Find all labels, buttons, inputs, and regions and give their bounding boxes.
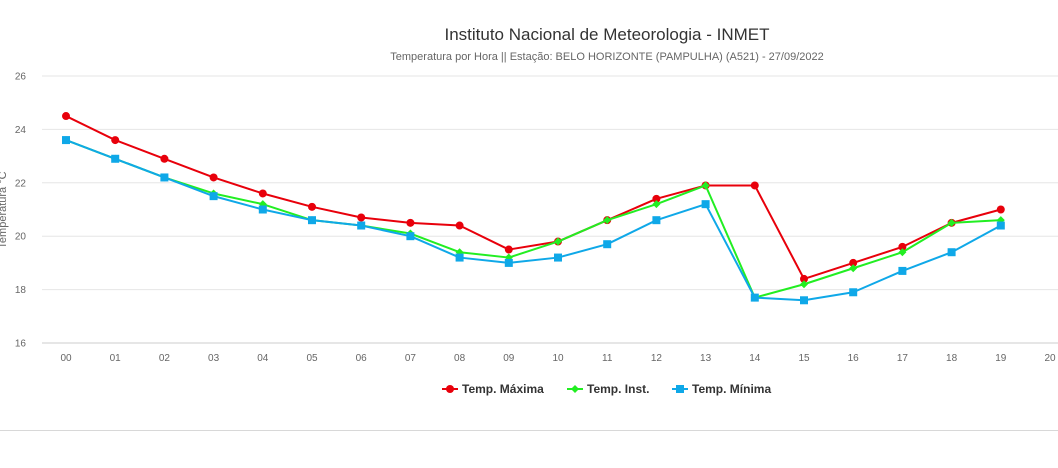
data-point[interactable]	[455, 221, 464, 230]
data-point[interactable]	[160, 173, 169, 182]
data-point[interactable]	[947, 248, 956, 257]
data-point[interactable]	[160, 154, 169, 163]
series-temp-m-nima	[62, 136, 1005, 305]
series-temp-m-xima	[62, 112, 1005, 283]
data-point[interactable]	[209, 173, 218, 182]
data-point[interactable]	[209, 192, 218, 201]
data-point[interactable]	[996, 221, 1005, 230]
legend-item[interactable]: Temp. Mínima	[672, 382, 771, 396]
data-point[interactable]	[849, 264, 858, 273]
data-point[interactable]	[652, 200, 661, 209]
y-axis-title: Temperatura °C	[0, 171, 9, 248]
data-point[interactable]	[898, 266, 907, 275]
data-point[interactable]	[800, 280, 808, 289]
data-point[interactable]	[849, 258, 858, 267]
x-tick-label: 01	[110, 353, 122, 364]
data-point[interactable]	[308, 216, 316, 225]
data-point[interactable]	[652, 194, 661, 203]
data-point[interactable]	[357, 221, 366, 230]
bottom-divider	[0, 430, 1058, 431]
data-point[interactable]	[996, 205, 1005, 214]
series-group	[62, 112, 1005, 305]
legend-item[interactable]: Temp. Inst.	[567, 382, 649, 396]
x-axis-ticks: 00 01 02 03 04 05 06 07 08 09 10 11 12 13 14 15 16 17 18 19…	[60, 353, 1056, 364]
series-line	[65, 139, 1001, 299]
data-point[interactable]	[849, 288, 858, 297]
y-tick-label: 22	[15, 178, 27, 189]
series-temp-inst	[62, 136, 1005, 302]
data-point[interactable]	[800, 296, 808, 305]
x-tick-label: 20	[1044, 353, 1056, 364]
y-axis-ticks: 16 18 20 22 24 26	[15, 72, 27, 350]
x-tick-label: 11	[602, 353, 613, 364]
data-point[interactable]	[357, 213, 366, 222]
y-tick-label: 26	[15, 72, 27, 83]
data-point[interactable]	[504, 245, 513, 254]
legend-label: Temp. Inst.	[587, 382, 649, 396]
data-point[interactable]	[603, 240, 612, 249]
legend-label: Temp. Máxima	[462, 382, 544, 396]
chart-subtitle: Temperatura por Hora || Estação: BELO HO…	[390, 51, 823, 63]
x-tick-label: 12	[651, 353, 663, 364]
y-tick-label: 24	[15, 125, 27, 136]
data-point[interactable]	[898, 242, 907, 251]
x-tick-label: 14	[749, 353, 761, 364]
x-tick-label: 16	[848, 353, 860, 364]
y-tick-label: 16	[15, 339, 27, 350]
x-tick-label: 06	[356, 353, 368, 364]
data-point[interactable]	[701, 181, 710, 190]
series-line	[65, 115, 1002, 280]
data-point[interactable]	[554, 253, 562, 262]
data-point[interactable]	[406, 232, 415, 241]
legend-marker	[676, 385, 684, 393]
chart-title: Instituto Nacional de Meteorologia - INM…	[444, 25, 769, 44]
data-point[interactable]	[603, 216, 612, 225]
data-point[interactable]	[750, 181, 759, 190]
data-point[interactable]	[800, 274, 808, 283]
x-tick-label: 05	[306, 353, 318, 364]
x-tick-label: 03	[208, 353, 220, 364]
x-tick-label: 15	[798, 353, 810, 364]
series-line	[65, 139, 1002, 302]
data-point[interactable]	[258, 189, 267, 198]
grid	[42, 75, 1058, 344]
x-tick-label: 04	[257, 353, 269, 364]
x-tick-label: 00	[60, 353, 72, 364]
data-point[interactable]	[750, 293, 759, 302]
data-point[interactable]	[652, 216, 661, 225]
data-point[interactable]	[701, 200, 710, 209]
data-point[interactable]	[308, 202, 316, 211]
data-point[interactable]	[62, 136, 70, 145]
legend: Temp. Máxima Temp. Inst. Temp. Mínima	[442, 382, 771, 396]
legend-label: Temp. Mínima	[692, 382, 771, 396]
x-tick-label: 09	[503, 353, 515, 364]
y-tick-label: 20	[15, 232, 27, 243]
x-tick-label: 18	[946, 353, 958, 364]
data-point[interactable]	[111, 154, 120, 163]
x-tick-label: 02	[159, 353, 171, 364]
x-tick-label: 10	[552, 353, 564, 364]
legend-item[interactable]: Temp. Máxima	[442, 382, 544, 396]
data-point[interactable]	[554, 237, 562, 246]
data-point[interactable]	[947, 218, 956, 227]
data-point[interactable]	[258, 205, 267, 214]
x-tick-label: 17	[897, 353, 909, 364]
data-point[interactable]	[62, 112, 70, 121]
data-point[interactable]	[406, 218, 415, 227]
legend-marker	[446, 385, 454, 393]
x-tick-label: 08	[454, 353, 466, 364]
data-point[interactable]	[504, 258, 513, 267]
legend-marker	[571, 385, 579, 393]
data-point[interactable]	[898, 248, 907, 257]
data-point[interactable]	[111, 136, 120, 145]
data-point[interactable]	[455, 253, 464, 262]
x-tick-label: 13	[700, 353, 712, 364]
x-tick-label: 19	[995, 353, 1007, 364]
y-tick-label: 18	[15, 285, 27, 296]
x-tick-label: 07	[405, 353, 417, 364]
